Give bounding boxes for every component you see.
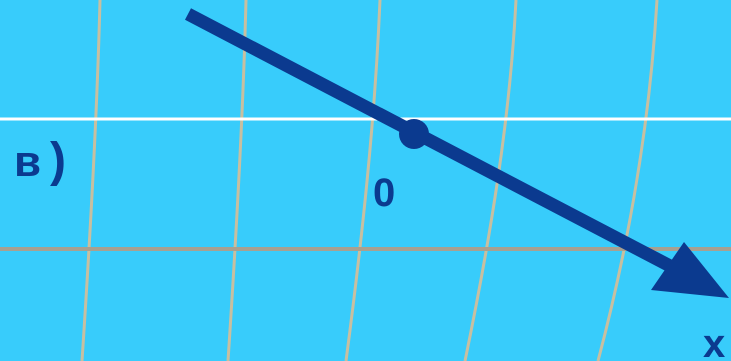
grid-line: [344, 0, 382, 361]
x-axis-label: x: [703, 322, 725, 361]
grid-line: [226, 0, 248, 361]
grid-line: [80, 0, 102, 361]
x-axis-arrowhead: [651, 242, 729, 298]
part-paren: ): [50, 134, 66, 187]
x-axis-line: [184, 8, 676, 273]
origin-label: 0: [373, 171, 395, 215]
grid-line: [596, 0, 659, 361]
origin-point: [399, 119, 429, 149]
part-label: в: [14, 137, 41, 186]
